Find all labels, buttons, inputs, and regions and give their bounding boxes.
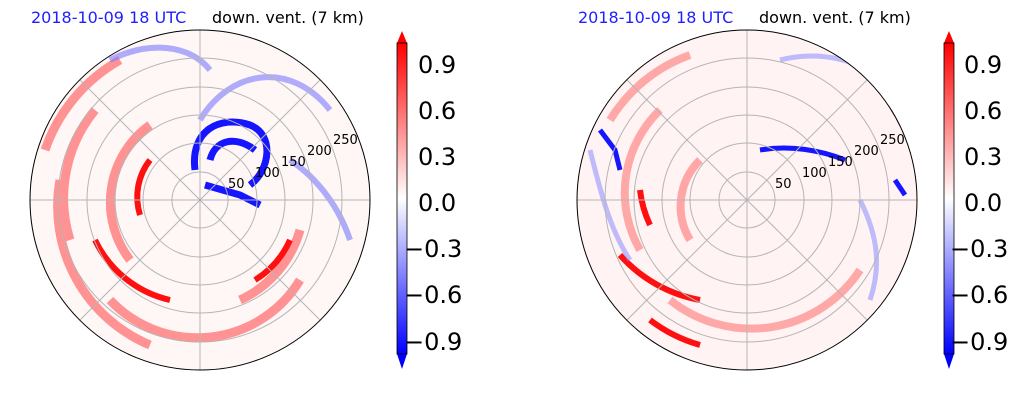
right-red-arcs (606, 51, 864, 333)
left-rlabel-50: 50 (228, 177, 245, 192)
left-rlabel-200: 200 (307, 144, 332, 159)
left-lightblue-1 (197, 74, 333, 122)
left-arc-2 (59, 107, 99, 242)
left-arc-1 (105, 121, 153, 263)
left-strong-red (92, 158, 293, 303)
left-colorbar-outline (396, 42, 408, 355)
left-plot-boundary (29, 29, 371, 371)
right-cbtick-1: 0.6 (964, 97, 1002, 125)
left-arc-3 (106, 277, 304, 343)
left-cbtick-4: −0.3 (404, 235, 462, 263)
left-rlabel-150: 150 (281, 155, 306, 170)
left-colorbar-ticks: 0.9 0.6 0.3 0.0 −0.3 −0.6 −0.9 (404, 51, 462, 356)
left-timestamp: 2018-10-09 18 UTC (31, 8, 186, 27)
right-rlabel-100: 100 (802, 166, 827, 181)
right-rlabel-250: 250 (880, 133, 905, 148)
left-light-blue (108, 44, 353, 241)
left-blue-2 (206, 137, 258, 162)
right-cbtick-5: −0.6 (950, 281, 1008, 309)
left-colorbar-extend-bottom (397, 354, 407, 369)
right-colorbar-ticks: 0.9 0.6 0.3 0.0 −0.3 −0.6 −0.9 (950, 51, 1008, 356)
right-arc-1 (620, 107, 663, 252)
right-cbtick-4: −0.3 (950, 235, 1008, 263)
left-rlabel-250: 250 (333, 133, 358, 148)
left-cbtick-3: 0.0 (418, 189, 456, 217)
right-blue-streaks (598, 128, 908, 197)
right-blue-1 (759, 145, 846, 163)
right-colorbar-extend-top (944, 31, 954, 43)
right-panel: 2018-10-09 18 UTC down. vent. (7 km) (576, 8, 1008, 371)
left-colorbar-extend-top (397, 31, 407, 43)
right-lightblue-2 (587, 149, 633, 262)
right-colorbar: 0.9 0.6 0.3 0.0 −0.3 −0.6 −0.9 (943, 31, 1008, 369)
left-blue-1 (190, 118, 271, 188)
right-radial-labels: 50 100 150 200 250 (775, 133, 905, 192)
right-blue-2 (598, 128, 623, 171)
left-arc-6 (40, 56, 123, 152)
left-cbtick-6: −0.9 (404, 328, 462, 356)
left-title: down. vent. (7 km) (212, 8, 364, 27)
right-rlabel-50: 50 (775, 177, 792, 192)
right-colorbar-body (944, 43, 954, 354)
left-strong-2 (92, 238, 171, 303)
right-arc-3 (667, 267, 864, 333)
left-cbtick-1: 0.6 (418, 97, 456, 125)
left-blue-3 (204, 181, 262, 209)
left-radial-labels: 50 100 150 200 250 (228, 133, 358, 192)
left-cbtick-5: −0.6 (404, 281, 462, 309)
left-rlabel-100: 100 (255, 166, 280, 181)
right-title: down. vent. (7 km) (759, 8, 911, 27)
left-blue-band (190, 118, 271, 209)
right-polar-grid (577, 30, 917, 370)
right-plot-boundary (576, 29, 918, 371)
left-panel: 2018-10-09 18 UTC down. vent. (7 km) (29, 8, 462, 371)
left-strong-3 (253, 238, 293, 283)
right-rlabel-150: 150 (828, 155, 853, 170)
right-blue-3 (892, 178, 908, 197)
right-colorbar-outline (943, 42, 955, 355)
left-arc-5 (238, 228, 305, 305)
left-cbtick-2: 0.3 (418, 143, 456, 171)
left-red-arcs (40, 56, 305, 350)
right-grid-spoke-ne (626, 79, 868, 321)
left-grid-spoke-ne (79, 79, 321, 321)
right-cbtick-3: 0.0 (964, 189, 1002, 217)
right-strong-1 (637, 189, 653, 227)
right-cbtick-6: −0.9 (950, 328, 1008, 356)
right-cbtick-2: 0.3 (964, 143, 1002, 171)
right-cbtick-0: 0.9 (964, 51, 1002, 79)
left-cbtick-0: 0.9 (418, 51, 456, 79)
left-colorbar: 0.9 0.6 0.3 0.0 −0.3 −0.6 −0.9 (396, 31, 462, 369)
left-lightblue-2 (288, 157, 353, 241)
left-strong-1 (134, 158, 153, 216)
right-strong-3 (648, 317, 701, 348)
right-rlabel-200: 200 (854, 144, 879, 159)
left-polar-grid (30, 30, 370, 370)
right-lightblue-3 (857, 198, 879, 301)
right-arc-4 (606, 51, 692, 123)
right-colorbar-extend-bottom (944, 354, 954, 369)
right-timestamp: 2018-10-09 18 UTC (578, 8, 733, 27)
left-lightblue-3 (108, 44, 213, 72)
left-colorbar-body (397, 43, 407, 354)
right-arc-2 (676, 157, 703, 243)
